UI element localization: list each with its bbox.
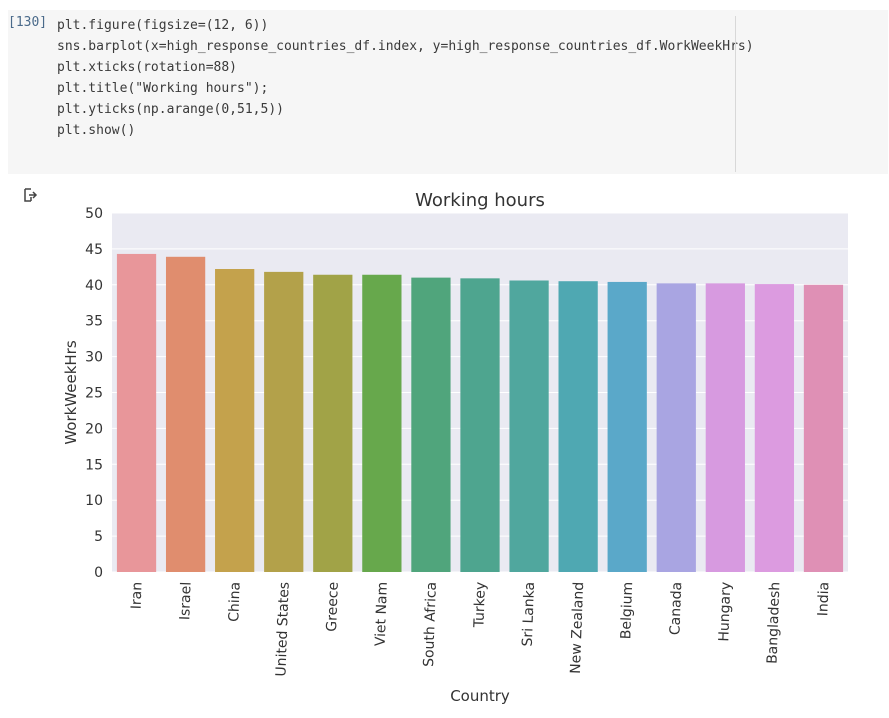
bar-chart: 0 5 10 15 20 25 30 35 40 45 50 Iran Israel China Unite… xyxy=(62,190,848,705)
code-line: plt.xticks(rotation=88) xyxy=(57,60,238,75)
editor-ruler xyxy=(735,16,736,172)
y-tick-label: 25 xyxy=(85,386,103,402)
bar xyxy=(558,281,598,572)
x-tick-label: Belgium xyxy=(618,582,636,640)
code-line: plt.figure(figsize=(12, 6)) xyxy=(57,18,269,33)
x-tick-label: Hungary xyxy=(716,582,734,642)
x-tick-label: Turkey xyxy=(471,582,489,629)
code-line: plt.show() xyxy=(57,123,136,138)
x-axis-label: Country xyxy=(450,687,510,705)
y-tick-label: 0 xyxy=(94,565,103,581)
bar xyxy=(656,283,696,572)
code-line: plt.title("Working hours"); xyxy=(57,81,269,96)
code-line: sns.barplot(x=high_response_countries_df… xyxy=(57,39,754,54)
y-tick-label: 10 xyxy=(85,493,103,509)
x-tick-label: Canada xyxy=(667,582,685,636)
bar xyxy=(362,274,402,572)
code-line: plt.yticks(np.arange(0,51,5)) xyxy=(57,102,284,117)
code-cell[interactable] xyxy=(8,10,888,174)
code-editor[interactable]: plt.figure(figsize=(12, 6)) sns.barplot(… xyxy=(57,15,754,141)
y-tick-label: 15 xyxy=(85,457,103,473)
x-tick-label: Israel xyxy=(177,582,194,621)
bar xyxy=(313,274,353,572)
bar xyxy=(705,283,745,572)
bar xyxy=(607,281,647,572)
x-tick-label: Iran xyxy=(129,582,146,610)
cell-prompt: [130] xyxy=(8,15,48,30)
y-tick-label: 50 xyxy=(85,206,103,222)
y-axis-label: WorkWeekHrs xyxy=(62,340,80,445)
bar xyxy=(509,280,549,572)
x-tick-label: Viet Nam xyxy=(373,582,391,647)
chart-title: Working hours xyxy=(415,190,545,211)
bar xyxy=(754,284,795,572)
bar xyxy=(116,253,157,572)
y-tick-label: 20 xyxy=(85,421,103,437)
x-tick-label: United States xyxy=(273,582,292,677)
x-tick-label: Sri Lanka xyxy=(520,582,538,647)
bar xyxy=(411,277,451,572)
x-tick-label: New Zealand xyxy=(568,582,587,675)
y-tick-label: 40 xyxy=(85,278,103,294)
bar xyxy=(803,284,844,572)
bar xyxy=(460,278,500,572)
y-tick-label: 35 xyxy=(85,314,103,330)
bar xyxy=(215,269,255,572)
x-tick-label: China xyxy=(226,582,243,623)
x-tick-label: Greece xyxy=(324,582,342,632)
x-tick-label: India xyxy=(815,582,832,617)
y-tick-label: 45 xyxy=(85,242,103,258)
y-tick-label: 30 xyxy=(85,350,103,366)
x-tick-label: Bangladesh xyxy=(765,582,784,665)
y-tick-label: 5 xyxy=(94,529,103,545)
x-tick-label: South Africa xyxy=(421,582,440,668)
bar xyxy=(264,271,304,572)
output-redirect-icon[interactable] xyxy=(22,187,38,203)
bar xyxy=(165,256,206,572)
